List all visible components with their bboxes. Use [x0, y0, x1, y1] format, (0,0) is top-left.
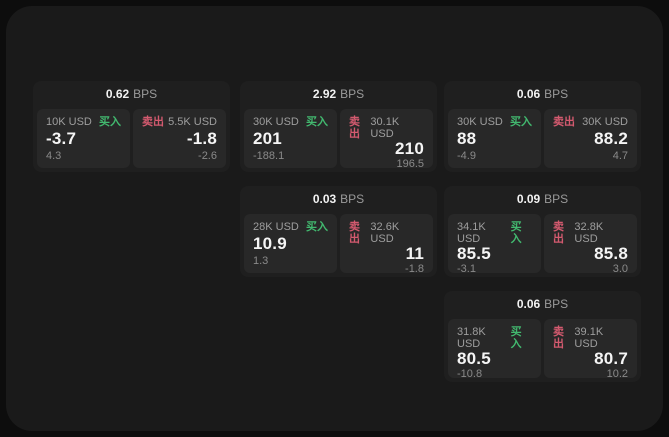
buy-sub-value: -10.8 — [457, 368, 483, 380]
quote-card: 0.06 BPS 31.8K USD 买入 80.5 -10.8 卖出 39.1… — [444, 291, 641, 382]
sell-price: -1.8 — [186, 129, 217, 148]
sell-sub-value: 10.2 — [606, 368, 628, 380]
sell-price: 210 — [395, 139, 424, 158]
sell-label: 卖出 — [553, 116, 575, 128]
sell-amount: 32.6K USD — [370, 221, 400, 245]
spread-header: 0.06 BPS — [448, 295, 637, 319]
buy-label: 买入 — [510, 221, 522, 245]
buy-sub-value: 4.3 — [46, 150, 62, 162]
buy-cell[interactable]: 30K USD 买入 201 -188.1 — [244, 109, 337, 168]
quote-column-3: 0.06 BPS 30K USD 买入 88 -4.9 卖出 30K USD — [444, 81, 641, 382]
quote-card: 0.62 BPS 10K USD 买入 -3.7 4.3 卖出 5.5K USD — [33, 81, 230, 172]
spread-unit: BPS — [544, 87, 569, 101]
spread-unit: BPS — [544, 297, 569, 311]
buy-cell[interactable]: 10K USD 买入 -3.7 4.3 — [37, 109, 130, 168]
spread-unit: BPS — [133, 87, 158, 101]
sell-label: 卖出 — [142, 116, 164, 128]
sell-amount: 39.1K USD — [574, 326, 604, 350]
buy-amount: 28K USD — [253, 221, 299, 233]
buy-label: 买入 — [99, 116, 121, 128]
buy-cell[interactable]: 30K USD 买入 88 -4.9 — [448, 109, 541, 168]
sell-sub-value: -1.8 — [405, 263, 424, 275]
buy-price: 85.5 — [457, 244, 491, 263]
buy-amount: 31.8K USD — [457, 326, 486, 350]
spread-header: 0.06 BPS — [448, 85, 637, 109]
buy-sub-value: -3.1 — [457, 263, 476, 275]
spread-header: 0.09 BPS — [448, 190, 637, 214]
sell-price: 11 — [405, 244, 424, 263]
buy-amount: 30K USD — [457, 116, 503, 128]
quote-card: 0.06 BPS 30K USD 买入 88 -4.9 卖出 30K USD — [444, 81, 641, 172]
spread-value: 0.09 — [516, 192, 541, 206]
quote-card: 2.92 BPS 30K USD 买入 201 -188.1 卖出 30.1K … — [240, 81, 437, 172]
sell-label: 卖出 — [349, 116, 360, 140]
sell-cell[interactable]: 卖出 32.8K USD 85.8 3.0 — [544, 214, 637, 275]
sell-amount: 30.1K USD — [370, 116, 400, 140]
sell-cell[interactable]: 卖出 5.5K USD -1.8 -2.6 — [133, 109, 226, 168]
sell-amount: 32.8K USD — [574, 221, 604, 245]
spread-unit: BPS — [340, 87, 365, 101]
sell-label: 卖出 — [553, 326, 564, 350]
main-panel: 0.62 BPS 10K USD 买入 -3.7 4.3 卖出 5.5K USD — [6, 6, 663, 431]
buy-price: 80.5 — [457, 349, 491, 368]
buy-amount: 10K USD — [46, 116, 92, 128]
buy-price: -3.7 — [46, 129, 77, 148]
sell-amount: 30K USD — [582, 116, 628, 128]
spread-header: 0.62 BPS — [37, 85, 226, 109]
buy-amount: 34.1K USD — [457, 221, 486, 245]
buy-cell[interactable]: 28K USD 买入 10.9 1.3 — [244, 214, 337, 273]
spread-value: 0.06 — [516, 87, 541, 101]
spread-value: 0.06 — [516, 297, 541, 311]
spread-value: 0.62 — [105, 87, 130, 101]
sell-sub-value: 196.5 — [396, 158, 424, 170]
spread-value: 2.92 — [312, 87, 337, 101]
buy-cell[interactable]: 34.1K USD 买入 85.5 -3.1 — [448, 214, 541, 275]
quote-card: 0.09 BPS 34.1K USD 买入 85.5 -3.1 卖出 32.8K… — [444, 186, 641, 277]
buy-label: 买入 — [306, 116, 328, 128]
buy-label: 买入 — [510, 326, 522, 350]
sell-price: 88.2 — [594, 129, 628, 148]
sell-sub-value: 3.0 — [612, 263, 628, 275]
buy-price: 88 — [457, 129, 477, 148]
buy-amount: 30K USD — [253, 116, 299, 128]
buy-label: 买入 — [510, 116, 532, 128]
quote-column-2: 2.92 BPS 30K USD 买入 201 -188.1 卖出 30.1K … — [240, 81, 437, 277]
quote-card: 0.03 BPS 28K USD 买入 10.9 1.3 卖出 32.6K US… — [240, 186, 437, 277]
sell-sub-value: 4.7 — [612, 150, 628, 162]
buy-sub-value: -188.1 — [253, 150, 285, 162]
spread-header: 2.92 BPS — [244, 85, 433, 109]
buy-label: 买入 — [306, 221, 328, 233]
buy-price: 10.9 — [253, 234, 287, 253]
buy-sub-value: 1.3 — [253, 255, 269, 267]
quote-column-1: 0.62 BPS 10K USD 买入 -3.7 4.3 卖出 5.5K USD — [33, 81, 230, 172]
spread-unit: BPS — [544, 192, 569, 206]
buy-cell[interactable]: 31.8K USD 买入 80.5 -10.8 — [448, 319, 541, 380]
spread-value: 0.03 — [312, 192, 337, 206]
spread-unit: BPS — [340, 192, 365, 206]
sell-cell[interactable]: 卖出 32.6K USD 11 -1.8 — [340, 214, 433, 275]
buy-price: 201 — [253, 129, 282, 148]
sell-cell[interactable]: 卖出 39.1K USD 80.7 10.2 — [544, 319, 637, 380]
sell-label: 卖出 — [553, 221, 564, 245]
sell-price: 80.7 — [594, 349, 628, 368]
spread-header: 0.03 BPS — [244, 190, 433, 214]
sell-price: 85.8 — [594, 244, 628, 263]
sell-cell[interactable]: 卖出 30.1K USD 210 196.5 — [340, 109, 433, 170]
sell-sub-value: -2.6 — [198, 150, 217, 162]
buy-sub-value: -4.9 — [457, 150, 476, 162]
sell-cell[interactable]: 卖出 30K USD 88.2 4.7 — [544, 109, 637, 168]
sell-amount: 5.5K USD — [168, 116, 217, 128]
sell-label: 卖出 — [349, 221, 360, 245]
